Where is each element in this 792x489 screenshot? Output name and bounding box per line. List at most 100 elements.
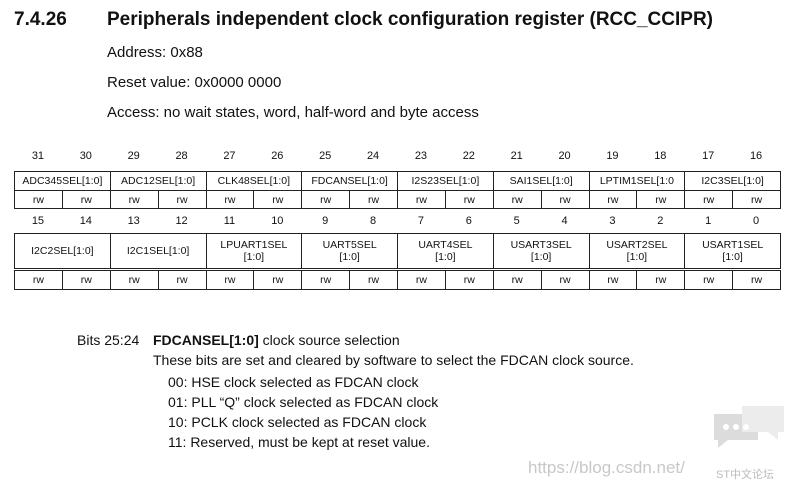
field-cell: ADC12SEL[1:0] [109,171,207,191]
field-name: CLK48SEL[1:0] [217,175,291,187]
access-cell: rw [492,190,542,209]
field-cell: LPUART1SEL [1:0] [205,233,303,269]
field-cell: CLK48SEL[1:0] [205,171,303,191]
field-name: [1:0] [243,251,265,263]
bit-number: 22 [462,150,475,162]
access-cell: rw [588,190,638,209]
bit-number: 21 [510,150,523,162]
logo-icon [714,406,784,448]
bit-number: 27 [223,150,236,162]
access-cell: rw [636,270,686,290]
field-name: I2C3SEL[1:0] [701,175,764,187]
desc-bits: Bits 25:24 [77,332,140,348]
access-cell: rw [205,190,255,209]
access-cell: rw [636,190,686,209]
bit-number: 25 [319,150,332,162]
field-name: SAI1SEL[1:0] [509,175,573,187]
desc-option: 11: Reserved, must be kept at reset valu… [168,434,430,450]
access-cell: rw [157,190,207,209]
desc-option: 01: PLL “Q” clock selected as FDCAN cloc… [168,394,439,410]
field-name: UART5SEL [322,239,377,251]
desc-option: 00: HSE clock selected as FDCAN clock [168,374,419,390]
bit-number: 0 [753,215,760,227]
access-cell: rw [109,190,159,209]
desc-heading: FDCANSEL[1:0] clock source selection [153,332,400,348]
field-cell: I2C2SEL[1:0] [14,233,111,269]
bit-number: 23 [414,150,428,162]
bit-number: 26 [271,150,284,162]
access-cell: rw [301,190,351,209]
field-name: ADC12SEL[1:0] [121,175,196,187]
field-cell: LPTIM1SEL[1:0 [588,171,686,191]
bit-number: 30 [79,150,92,162]
field-name: [1:0] [722,251,743,263]
desc-field: FDCANSEL[1:0] [153,332,259,348]
access-cell: rw [253,190,303,209]
field-name: [1:0] [626,251,648,263]
access: Access: no wait states, word, half-word … [107,104,479,121]
field-name: I2S23SEL[1:0] [411,175,480,187]
bit-number: 19 [606,150,619,162]
access-cell: rw [444,190,494,209]
section-title: Peripherals independent clock configurat… [107,9,713,30]
access-cell: rw [157,270,207,290]
bit-number: 8 [370,215,377,227]
access-cell: rw [349,190,398,209]
access-cell: rw [684,190,734,209]
field-cell: I2S23SEL[1:0] [397,171,494,191]
field-name: ADC345SEL[1:0] [22,175,103,187]
bit-number: 6 [465,215,472,227]
section-number: 7.4.26 [14,9,67,30]
desc-option: 10: PCLK clock selected as FDCAN clock [168,414,427,430]
field-cell: FDCANSEL[1:0] [301,171,398,191]
access-cell: rw [109,270,159,290]
access-cell: rw [397,270,446,290]
access-cell: rw [205,270,255,290]
bit-number: 5 [513,215,520,227]
field-name: UART4SEL [418,239,473,251]
access-cell: rw [540,270,590,290]
bit-number: 17 [702,150,715,162]
field-name: [1:0] [435,251,456,263]
bit-number: 7 [417,215,424,227]
bit-number: 18 [654,150,667,162]
bit-number: 12 [175,215,188,227]
access-cell: rw [732,190,781,209]
field-name: USART3SEL [510,239,572,251]
bit-number: 11 [223,215,236,227]
access-cell: rw [253,270,303,290]
reset-value: Reset value: 0x0000 0000 [107,74,282,91]
access-cell: rw [492,270,542,290]
bit-number: 13 [127,215,140,227]
access-cell: rw [540,190,590,209]
bit-number: 15 [31,215,45,227]
bit-number: 2 [657,215,664,227]
field-name: I2C1SEL[1:0] [126,245,190,257]
field-name: USART1SEL [702,239,764,251]
field-name: [1:0] [530,251,552,263]
access-cell: rw [14,270,63,290]
field-cell: UART4SEL [1:0] [397,233,494,269]
bit-number: 28 [175,150,188,162]
field-name: LPTIM1SEL[1:0 [599,175,674,187]
bit-number: 10 [271,215,284,227]
field-cell: USART1SEL [1:0] [684,233,781,269]
watermark-logo: ST中文论坛 [716,469,775,481]
desc-summary: clock source selection [258,332,400,348]
field-cell: I2C3SEL[1:0] [684,171,781,191]
desc-text: These bits are set and cleared by softwa… [153,352,634,368]
bit-number: 3 [609,215,616,227]
access-cell: rw [397,190,446,209]
access-cell: rw [588,270,638,290]
field-cell: ADC345SEL[1:0] [14,171,111,191]
bit-number: 4 [561,215,568,227]
field-name: [1:0] [339,251,360,263]
access-cell: rw [444,270,494,290]
field-cell: USART3SEL [1:0] [492,233,590,269]
access-cell: rw [301,270,351,290]
access-cell: rw [61,190,111,209]
field-name: FDCANSEL[1:0] [311,175,388,187]
access-cell: rw [14,190,63,209]
bit-number: 9 [322,215,329,227]
